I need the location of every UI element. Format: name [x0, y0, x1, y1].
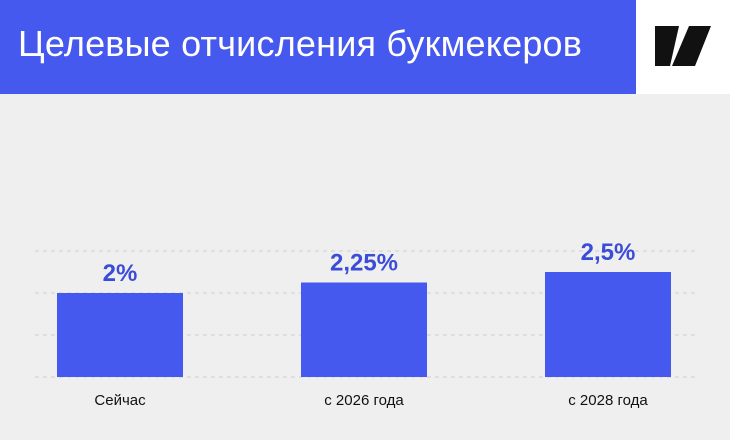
bar: [545, 272, 671, 377]
bar-chart: 2% 2,25% 2,5% Сейчас с 2026 года с 2028 года: [35, 239, 695, 409]
bar: [301, 282, 427, 377]
page-title: Целевые отчисления букмекеров: [18, 23, 583, 64]
value-label: 2,5%: [581, 239, 636, 266]
category-labels: Сейчас с 2026 года с 2028 года: [94, 392, 648, 409]
value-label: 2%: [103, 260, 138, 287]
category-label: Сейчас: [94, 392, 146, 409]
value-label: 2,25%: [330, 250, 398, 277]
category-label: с 2026 года: [324, 392, 404, 409]
slash-logo-icon: [655, 26, 711, 66]
category-label: с 2028 года: [568, 392, 648, 409]
bar: [57, 293, 183, 377]
value-labels: 2% 2,25% 2,5%: [103, 239, 636, 287]
header-banner: Целевые отчисления букмекеров: [0, 0, 636, 94]
logo-container: [636, 0, 730, 94]
bars: [57, 272, 671, 377]
